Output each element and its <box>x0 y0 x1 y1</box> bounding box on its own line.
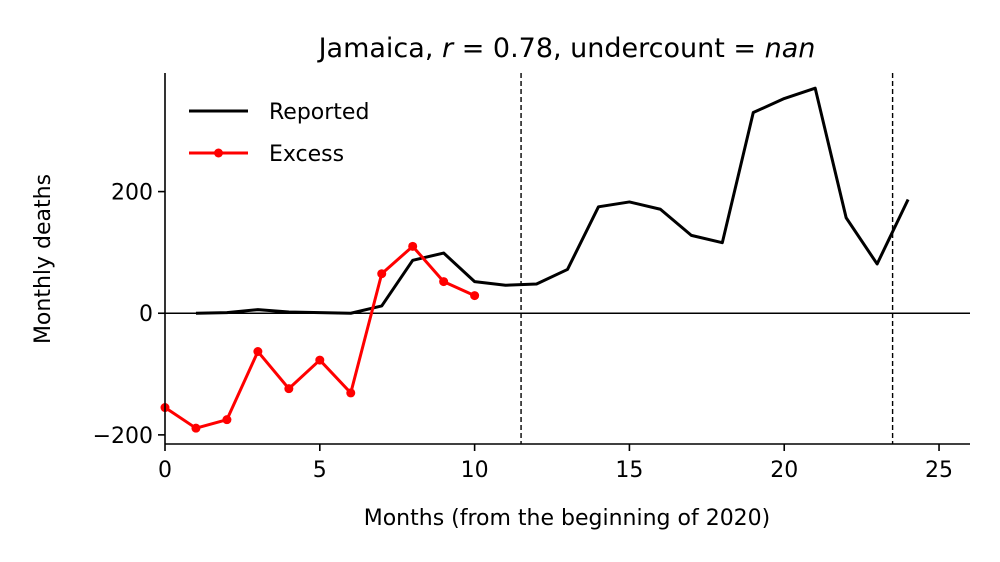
y-tick-label: −200 <box>93 424 153 449</box>
data-point-excess <box>408 241 418 251</box>
x-tick-label: 0 <box>158 458 172 483</box>
legend-label-excess: Excess <box>269 142 344 167</box>
x-tick-label: 10 <box>461 458 489 483</box>
data-point-excess <box>439 277 449 287</box>
series-line-reported <box>195 86 910 315</box>
y-axis-label: Monthly deaths <box>31 174 56 344</box>
data-point-excess <box>470 291 480 301</box>
data-point-excess <box>222 415 232 425</box>
data-point-excess <box>191 423 201 433</box>
x-axis-label: Months (from the beginning of 2020) <box>364 506 771 531</box>
x-tick-label: 25 <box>925 458 953 483</box>
x-tick-label: 15 <box>615 458 643 483</box>
legend-label-reported: Reported <box>269 100 369 125</box>
data-point-excess <box>346 388 356 398</box>
x-tick-label: 20 <box>770 458 798 483</box>
y-tick-label: 200 <box>111 181 153 206</box>
data-point-excess <box>284 384 294 394</box>
data-point-excess <box>377 269 387 279</box>
data-point-excess <box>253 347 263 357</box>
chart-title: Jamaica, r = 0.78, undercount = nan <box>317 33 816 64</box>
legend-marker-excess <box>214 148 223 158</box>
x-tick-label: 5 <box>313 458 327 483</box>
legend: Reported Excess <box>189 100 369 167</box>
y-tick-label: 0 <box>139 302 153 327</box>
data-point-excess <box>315 355 325 365</box>
series-line-excess <box>164 244 476 430</box>
